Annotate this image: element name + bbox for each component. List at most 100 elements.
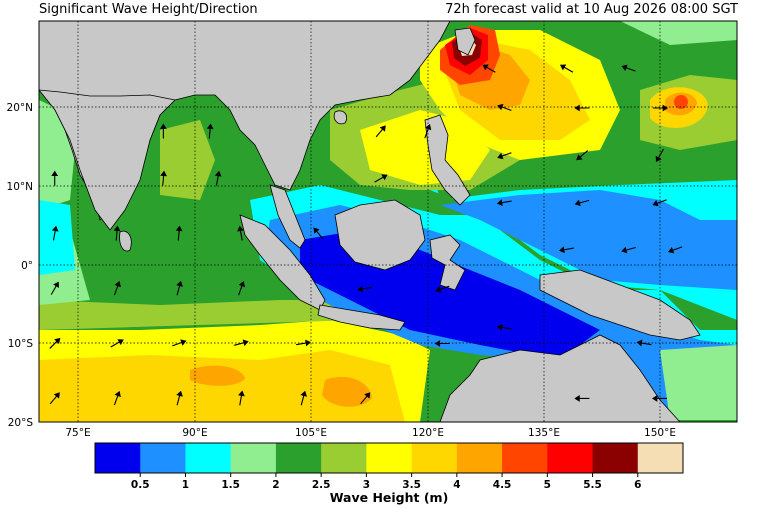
asia-mainland — [39, 21, 451, 221]
colorbar-ticks: 0.5 1 1.5 2 2.5 3 3.5 4 4.5 5 5.5 6 — [131, 473, 641, 491]
taiwan — [454, 27, 476, 56]
colorbar-tick-label: 5.5 — [583, 479, 602, 491]
colorbar-swatch — [185, 443, 232, 473]
wave-direction-arrow — [621, 64, 636, 72]
colorbar-tick-label: 3.5 — [402, 479, 421, 491]
wave-field — [39, 21, 737, 422]
wave-direction-arrow — [113, 281, 121, 296]
map-frame — [38, 20, 738, 423]
south-china-sea-3m — [360, 110, 490, 185]
wave-direction-arrow — [237, 225, 244, 241]
sri-lanka — [119, 230, 132, 252]
colorbar-swatch — [411, 443, 458, 473]
wave-direction-arrow — [175, 225, 183, 241]
wave-direction-arrow — [206, 123, 214, 139]
wave-direction-arrow — [51, 170, 59, 186]
lat-label: 10°N — [7, 181, 33, 193]
wave-direction-arrow — [159, 123, 167, 139]
colorbar-swatch — [637, 443, 684, 473]
colorbar-swatch — [321, 443, 367, 473]
colorbar-swatch — [456, 443, 503, 473]
map-title: Significant Wave Height/Direction — [39, 2, 258, 17]
colorbar-swatch — [95, 443, 141, 473]
lat-label: 20°S — [8, 417, 34, 429]
wave-direction-arrow — [655, 148, 664, 163]
wave-direction-arrow — [496, 323, 512, 331]
india-peninsula — [39, 89, 176, 231]
colorbar-tick-label: 1 — [182, 479, 189, 491]
colorbar-tick-label: 6 — [634, 479, 641, 491]
colorbar-swatch — [547, 443, 594, 473]
colorbar-tick-label: 1.5 — [221, 479, 240, 491]
wave-direction-arrow — [234, 339, 249, 347]
wave-direction-arrow — [435, 285, 450, 293]
bay-of-bengal-peak — [160, 120, 215, 200]
wave-direction-arrow — [176, 390, 183, 406]
wave-direction-arrow — [651, 395, 667, 402]
pacific-storm-core — [674, 95, 688, 109]
wave-direction-arrow — [559, 64, 574, 73]
colorbar-tick-label: 3 — [363, 479, 370, 491]
lon-label: 75°E — [65, 427, 90, 439]
wave-direction-arrow — [574, 104, 590, 112]
wave-direction-arrow — [667, 246, 683, 254]
wave-direction-arrow — [621, 246, 636, 254]
coral-sea-2m — [660, 345, 737, 420]
colorbar — [95, 443, 684, 473]
southern-swell-3-5m — [39, 350, 405, 422]
sulawesi — [429, 234, 466, 291]
wave-direction-arrow — [176, 280, 183, 296]
wave-direction-arrow — [238, 390, 245, 406]
wave-direction-arrow — [113, 390, 121, 406]
borneo — [334, 199, 426, 271]
lon-label: 135°E — [528, 427, 560, 439]
colorbar-tick-label: 2.5 — [312, 479, 331, 491]
wave-direction-arrow — [652, 199, 667, 207]
colorbar-tick-label: 4.5 — [493, 479, 512, 491]
malay-peninsula — [269, 184, 306, 249]
wave-direction-arrow — [296, 339, 311, 347]
colorbar-swatch — [230, 443, 277, 473]
lat-label: 20°N — [7, 102, 33, 114]
wave-direction-arrow — [375, 125, 386, 138]
colorbar-swatch — [275, 443, 322, 473]
wave-direction-arrow — [558, 246, 574, 254]
lat-label: 0° — [21, 260, 33, 272]
wave-direction-arrow — [214, 170, 222, 186]
colorbar-frame — [94, 442, 684, 474]
colorbar-tick-label: 2 — [272, 479, 279, 491]
wave-direction-arrow — [160, 170, 167, 186]
lon-label: 105°E — [295, 427, 327, 439]
lat-label: 10°S — [8, 338, 34, 350]
graticule — [39, 21, 737, 422]
wave-direction-arrow — [636, 339, 652, 347]
lon-label: 120°E — [412, 427, 444, 439]
wave-direction-arrow — [300, 390, 308, 406]
philippines — [424, 114, 471, 206]
hainan — [333, 110, 348, 125]
wave-direction-arrow — [49, 392, 60, 405]
colorbar-swatch — [366, 443, 413, 473]
java — [317, 304, 406, 331]
wave-direction-arrow — [574, 199, 590, 207]
wave-direction-arrows — [49, 64, 683, 406]
colorbar-tick-label: 5 — [544, 479, 551, 491]
wave-direction-arrow — [50, 281, 59, 295]
wave-direction-arrow — [496, 199, 512, 207]
colorbar-tick-label: 0.5 — [131, 479, 150, 491]
wave-direction-arrow — [51, 225, 59, 241]
wave-direction-arrow — [434, 340, 450, 347]
australia — [439, 334, 681, 422]
maldives-1-5m — [39, 200, 75, 275]
lon-label: 90°E — [182, 427, 207, 439]
colorbar-tick-label: 4 — [453, 479, 460, 491]
wave-direction-arrow — [497, 103, 512, 111]
wave-direction-arrow — [110, 339, 124, 348]
swell-peak-1 — [190, 365, 245, 386]
wave-direction-arrow — [653, 104, 669, 112]
wave-direction-arrow — [482, 64, 496, 73]
wave-direction-arrow — [424, 124, 432, 139]
colorbar-swatch — [502, 443, 548, 473]
forecast-valid-time: 72h forecast valid at 10 Aug 2026 08:00 … — [445, 2, 738, 17]
